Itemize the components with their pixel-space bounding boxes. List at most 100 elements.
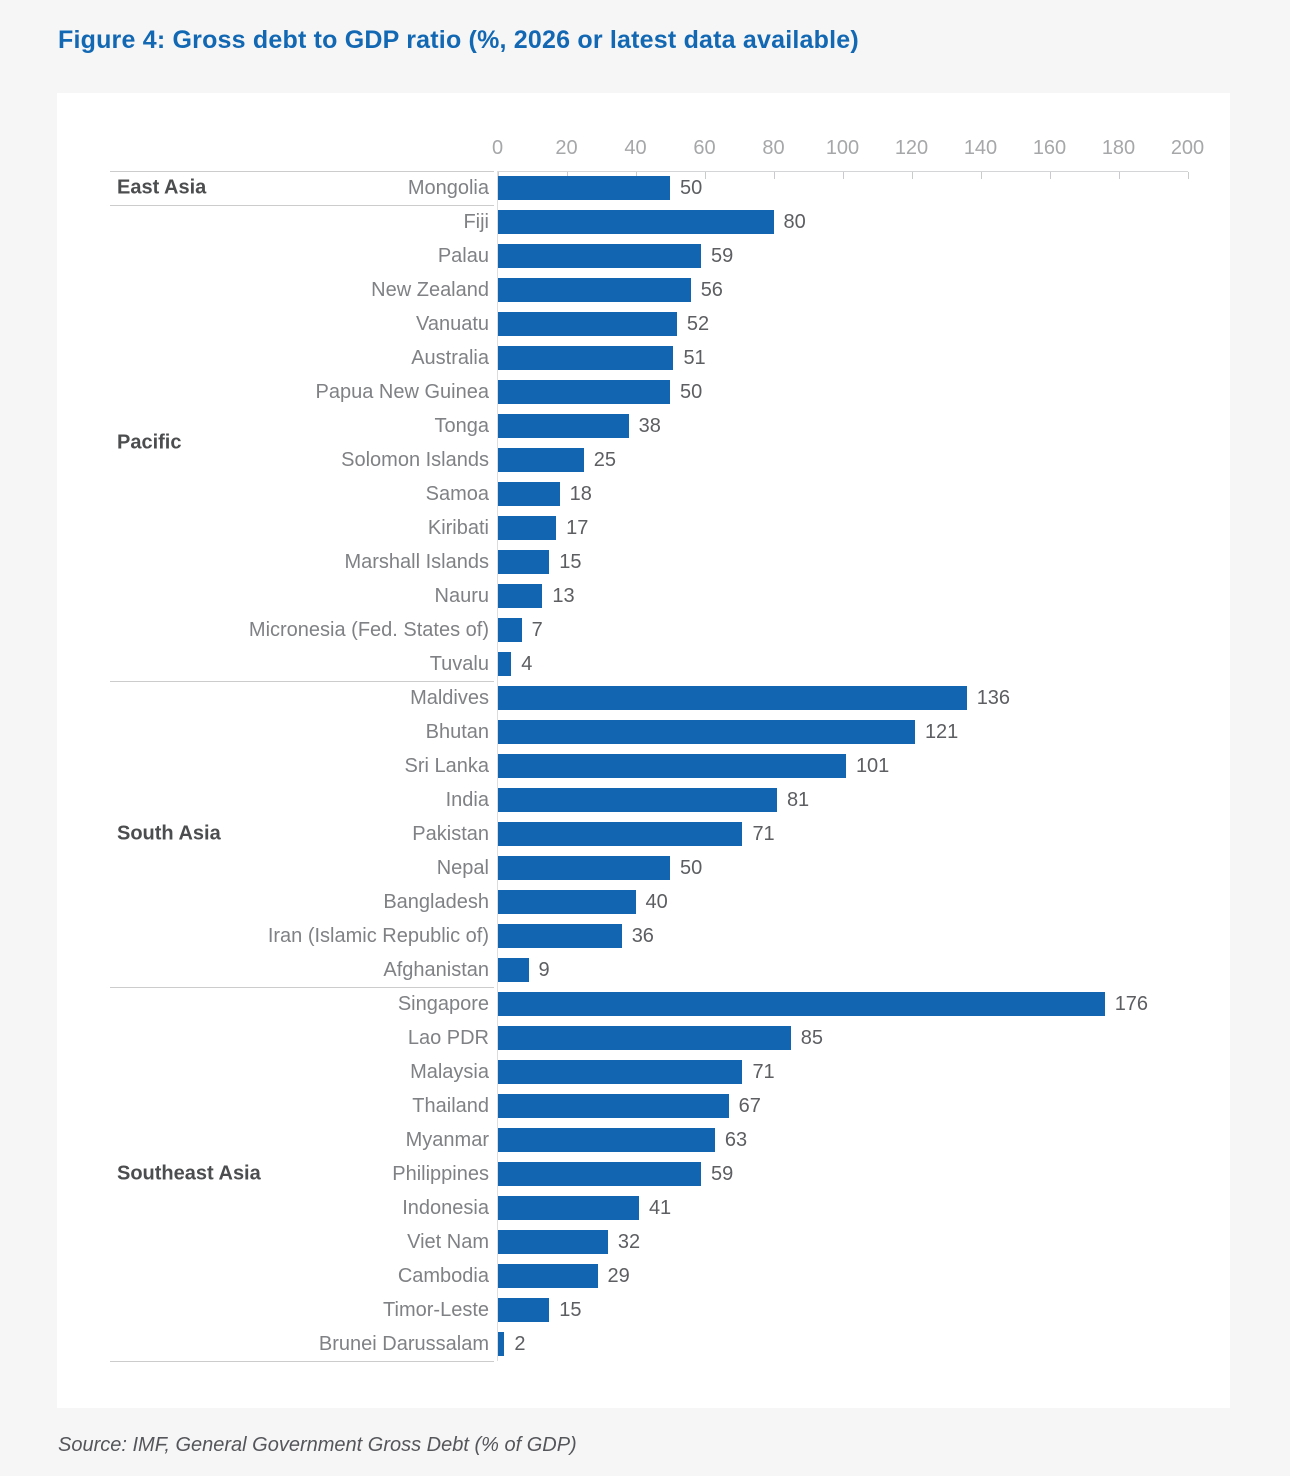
x-axis-tick-label: 80	[762, 137, 785, 159]
bar	[497, 210, 774, 234]
x-axis-tick-label: 120	[894, 137, 929, 159]
country-label: Indonesia	[402, 1197, 489, 1219]
country-label: New Zealand	[371, 279, 489, 301]
x-axis-tick-label: 100	[825, 137, 860, 159]
country-label: Solomon Islands	[341, 449, 489, 471]
group-label: Pacific	[117, 431, 182, 454]
group-separator	[110, 205, 494, 206]
bar	[497, 618, 522, 642]
value-label: 36	[631, 925, 654, 947]
bar	[497, 992, 1105, 1016]
bar	[497, 278, 691, 302]
bar	[497, 176, 670, 200]
x-axis-tick-mark	[497, 172, 499, 179]
value-label: 59	[711, 1163, 734, 1185]
country-label: Nepal	[436, 857, 489, 879]
value-label: 50	[680, 381, 703, 403]
x-axis-tick-label: 40	[624, 137, 647, 159]
country-label: Pakistan	[412, 823, 489, 845]
value-label: 50	[680, 177, 703, 199]
bar	[497, 1332, 505, 1356]
x-axis-tick-mark	[704, 172, 706, 179]
country-label: Micronesia (Fed. States of)	[248, 619, 489, 641]
value-label: 7	[531, 619, 543, 641]
value-label: 41	[648, 1197, 672, 1219]
x-axis-tick-mark	[842, 172, 844, 179]
bar	[497, 652, 512, 676]
country-label: Singapore	[397, 993, 489, 1015]
value-label: 51	[683, 347, 706, 369]
value-label: 121	[924, 721, 959, 743]
bar	[497, 754, 846, 778]
value-label: 71	[752, 823, 775, 845]
value-label: 85	[800, 1027, 823, 1049]
value-label: 4	[521, 653, 533, 675]
bar	[497, 1264, 598, 1288]
value-label: 15	[559, 551, 582, 573]
bar	[497, 584, 543, 608]
country-label: Malaysia	[410, 1061, 489, 1083]
value-label: 101	[855, 755, 890, 777]
value-label: 136	[976, 687, 1011, 709]
bar	[497, 1060, 743, 1084]
x-axis-tick-label: 0	[491, 137, 504, 159]
group-separator	[110, 1361, 494, 1362]
x-axis-tick-mark	[566, 172, 568, 179]
value-label: 67	[738, 1095, 761, 1117]
country-label: Palau	[437, 245, 489, 267]
value-label: 13	[552, 585, 575, 607]
bar	[497, 550, 550, 574]
figure-title: Figure 4: Gross debt to GDP ratio (%, 20…	[58, 26, 859, 54]
zero-baseline	[496, 171, 498, 1361]
country-label: Vanuatu	[415, 313, 489, 335]
bar	[497, 244, 702, 268]
country-label: Mongolia	[407, 177, 489, 199]
group-separator	[110, 171, 494, 172]
x-axis-tick-label: 160	[1032, 137, 1067, 159]
x-axis-tick-mark	[635, 172, 637, 179]
bar-chart: 0 20 40 60 80 100 120 140 160 180 200 East Asia Mong…	[57, 93, 1230, 1408]
bar	[497, 890, 636, 914]
x-axis-tick-mark	[911, 172, 913, 179]
bar	[497, 414, 629, 438]
country-label: Bangladesh	[383, 891, 489, 913]
bar	[497, 482, 560, 506]
country-label: Papua New Guinea	[315, 381, 489, 403]
country-label: Tonga	[434, 415, 490, 437]
value-label: 52	[686, 313, 710, 335]
value-label: 50	[680, 857, 703, 879]
bar	[497, 1094, 729, 1118]
country-label: Afghanistan	[383, 959, 489, 981]
country-label: India	[445, 789, 489, 811]
bar	[497, 1230, 608, 1254]
country-label: Myanmar	[405, 1129, 489, 1151]
bar	[497, 720, 915, 744]
bar	[497, 516, 557, 540]
bar	[497, 788, 777, 812]
value-label: 71	[752, 1061, 775, 1083]
country-label: Sri Lanka	[404, 755, 490, 777]
country-label: Bhutan	[425, 721, 489, 743]
x-axis-tick-label: 200	[1170, 137, 1205, 159]
country-label: Maldives	[410, 687, 489, 709]
value-label: 17	[566, 517, 589, 539]
country-label: Nauru	[434, 585, 489, 607]
value-label: 15	[559, 1299, 582, 1321]
x-axis-tick-mark	[773, 172, 775, 179]
group-separator	[110, 987, 494, 988]
x-axis-tick-mark	[1187, 172, 1189, 179]
value-label: 18	[569, 483, 592, 505]
country-label: Samoa	[425, 483, 489, 505]
bar	[497, 1026, 791, 1050]
bar	[497, 1196, 639, 1220]
group-separator	[110, 681, 494, 682]
country-label: Cambodia	[397, 1265, 489, 1287]
bar	[497, 1162, 702, 1186]
value-label: 56	[700, 279, 723, 301]
x-axis-line	[496, 171, 1188, 172]
x-axis-tick-label: 180	[1101, 137, 1136, 159]
group-label: South Asia	[117, 822, 221, 845]
chart-card: 0 20 40 60 80 100 120 140 160 180 200 East Asia Mong…	[57, 93, 1230, 1408]
group-label: Southeast Asia	[117, 1162, 261, 1185]
